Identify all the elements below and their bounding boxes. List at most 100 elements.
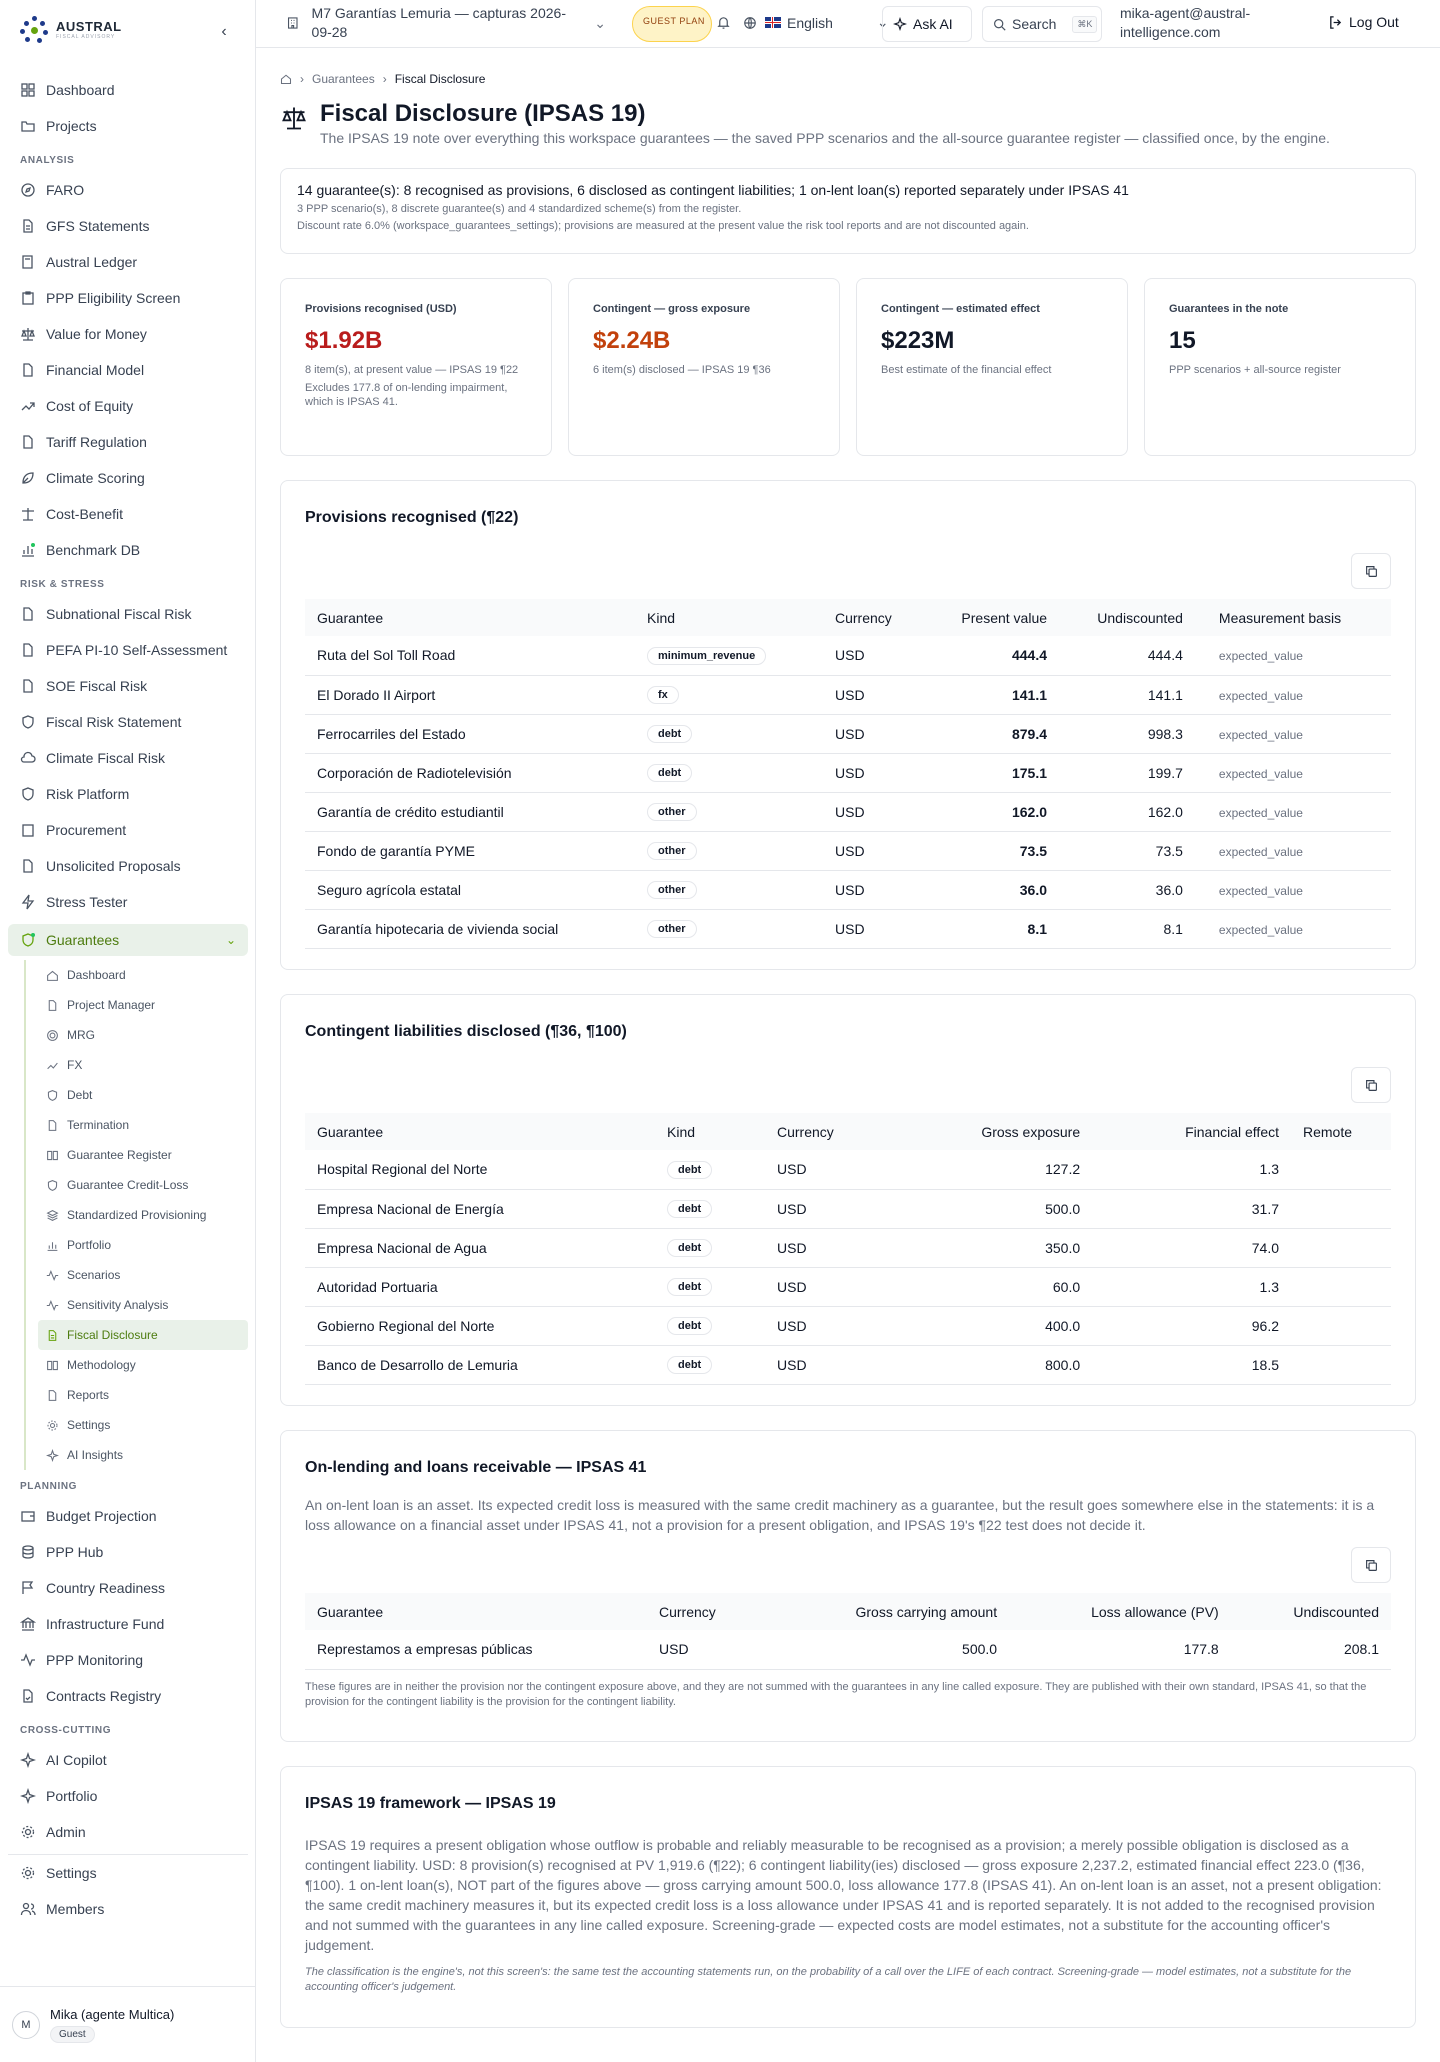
column-header[interactable]: Currency [765, 1113, 885, 1150]
column-header[interactable]: Kind [655, 1113, 765, 1150]
ask-ai-button[interactable]: Ask AI [882, 6, 972, 42]
column-header[interactable]: Measurement basis [1194, 599, 1391, 636]
sidebar-item-admin[interactable]: Admin [0, 1814, 256, 1850]
sidebar-subitem-methodology[interactable]: Methodology [26, 1350, 256, 1380]
sidebar-subitem-fiscal-disclosure[interactable]: Fiscal Disclosure [38, 1320, 248, 1350]
sidebar-item-dashboard[interactable]: Dashboard [0, 72, 256, 108]
column-header[interactable]: Kind [635, 599, 823, 636]
brand-logo[interactable]: AUSTRAL FISCAL ADVISORY [20, 16, 122, 44]
table-row[interactable]: Garantía hipotecaria de vivienda social o… [305, 909, 1391, 949]
table-row[interactable]: El Dorado II Airport fx USD 141.1 141.1 expec… [305, 675, 1391, 715]
column-header[interactable]: Financial effect [1092, 1113, 1291, 1150]
sidebar-item-tariff-regulation[interactable]: Tariff Regulation [0, 424, 256, 460]
sidebar-subitem-portfolio[interactable]: Portfolio [26, 1230, 256, 1260]
sidebar-item-soe-fiscal-risk[interactable]: SOE Fiscal Risk [0, 668, 256, 704]
table-row[interactable]: Banco de Desarrollo de Lemuria debt USD 800… [305, 1345, 1391, 1385]
table-row[interactable]: Seguro agrícola estatal other USD 36.0 36.0 e… [305, 870, 1391, 910]
sidebar-subitem-dashboard[interactable]: Dashboard [26, 960, 256, 990]
sidebar-item-contracts-registry[interactable]: Contracts Registry [0, 1678, 256, 1714]
sidebar-item-subnational-fiscal-risk[interactable]: Subnational Fiscal Risk [0, 596, 256, 632]
sidebar-item-unsolicited-proposals[interactable]: Unsolicited Proposals [0, 848, 256, 884]
sidebar-item-budget-projection[interactable]: Budget Projection [0, 1498, 256, 1534]
sidebar-item-portfolio[interactable]: Portfolio [0, 1778, 256, 1814]
sidebar-subitem-debt[interactable]: Debt [26, 1080, 256, 1110]
sidebar-item-infrastructure-fund[interactable]: Infrastructure Fund [0, 1606, 256, 1642]
sidebar-item-fiscal-risk-statement[interactable]: Fiscal Risk Statement [0, 704, 256, 740]
sidebar-item-benchmark-db[interactable]: Benchmark DB [0, 532, 256, 568]
sidebar-item-ppp-hub[interactable]: PPP Hub [0, 1534, 256, 1570]
column-header[interactable]: Guarantee [305, 599, 635, 636]
column-header[interactable]: Gross exposure [885, 1113, 1093, 1150]
sidebar-subitem-mrg[interactable]: MRG [26, 1020, 256, 1050]
workspace-selector[interactable]: M7 Garantías Lemuria — capturas 2026-09-… [286, 4, 606, 42]
sidebar-item-gfs-statements[interactable]: GFS Statements [0, 208, 256, 244]
language-selector[interactable]: English ⌄ [743, 14, 889, 31]
notifications-button[interactable] [716, 15, 731, 30]
sidebar-item-pefa[interactable]: PEFA PI-10 Self-Assessment [0, 632, 256, 668]
sidebar-item-settings[interactable]: Settings [0, 1855, 256, 1891]
column-header[interactable]: Currency [823, 599, 924, 636]
sidebar-item-cost-benefit[interactable]: Cost-Benefit [0, 496, 256, 532]
copy-table-button[interactable] [1351, 1067, 1391, 1103]
sidebar-subitem-credit-loss[interactable]: Guarantee Credit-Loss [26, 1170, 256, 1200]
sidebar-item-guarantees[interactable]: Guarantees ⌄ [8, 924, 248, 956]
copy-table-button[interactable] [1351, 1547, 1391, 1583]
sidebar-subitem-guarantee-register[interactable]: Guarantee Register [26, 1140, 256, 1170]
sidebar-subitem-ai-insights[interactable]: AI Insights [26, 1440, 256, 1470]
sidebar-item-cost-of-equity[interactable]: Cost of Equity [0, 388, 256, 424]
sidebar-item-financial-model[interactable]: Financial Model [0, 352, 256, 388]
breadcrumb-link-guarantees[interactable]: Guarantees [312, 72, 375, 86]
table-row[interactable]: Corporación de Radiotelevisión debt USD 175… [305, 753, 1391, 793]
section-title: On-lending and loans receivable — IPSAS … [305, 1459, 647, 1476]
table-row[interactable]: Empresa Nacional de Energía debt USD 500.0 3… [305, 1189, 1391, 1229]
home-icon[interactable] [280, 73, 292, 85]
logout-button[interactable]: Log Out [1328, 14, 1399, 30]
table-row[interactable]: Fondo de garantía PYME other USD 73.5 73.5 ex… [305, 831, 1391, 871]
sidebar-subitem-fx[interactable]: FX [26, 1050, 256, 1080]
column-header[interactable]: Remote [1291, 1113, 1391, 1150]
table-row[interactable]: Empresa Nacional de Agua debt USD 350.0 74.0 [305, 1228, 1391, 1268]
sidebar-item-ai-copilot[interactable]: AI Copilot [0, 1742, 256, 1778]
search-button[interactable]: Search ⌘K [982, 6, 1102, 42]
basis-cell: expected_value [1194, 753, 1391, 793]
table-row[interactable]: Hospital Regional del Norte debt USD 127.2 1… [305, 1150, 1391, 1190]
table-row[interactable]: Ruta del Sol Toll Road minimum_revenue USD… [305, 636, 1391, 676]
column-header[interactable]: Gross carrying amount [767, 1593, 1010, 1630]
sidebar-subitem-sensitivity[interactable]: Sensitivity Analysis [26, 1290, 256, 1320]
sidebar-item-procurement[interactable]: Procurement [0, 812, 256, 848]
column-header[interactable]: Loss allowance (PV) [1009, 1593, 1231, 1630]
sidebar-item-climate-scoring[interactable]: Climate Scoring [0, 460, 256, 496]
sidebar-item-risk-platform[interactable]: Risk Platform [0, 776, 256, 812]
sidebar-item-value-for-money[interactable]: Value for Money [0, 316, 256, 352]
sidebar-subitem-termination[interactable]: Termination [26, 1110, 256, 1140]
sidebar-item-faro[interactable]: FARO [0, 172, 256, 208]
column-header[interactable]: Guarantee [305, 1113, 655, 1150]
sidebar-item-members[interactable]: Members [0, 1891, 256, 1927]
column-header[interactable]: Present value [923, 599, 1060, 636]
sidebar-item-stress-tester[interactable]: Stress Tester [0, 884, 256, 920]
table-row[interactable]: Ferrocarriles del Estado debt USD 879.4 998.… [305, 714, 1391, 754]
column-header[interactable]: Guarantee [305, 1593, 647, 1630]
sidebar-item-austral-ledger[interactable]: Austral Ledger [0, 244, 256, 280]
sidebar-subitem-project-manager[interactable]: Project Manager [26, 990, 256, 1020]
column-header[interactable]: Undiscounted [1059, 599, 1195, 636]
sidebar-item-country-readiness[interactable]: Country Readiness [0, 1570, 256, 1606]
sidebar-item-climate-fiscal-risk[interactable]: Climate Fiscal Risk [0, 740, 256, 776]
sidebar-item-projects[interactable]: Projects [0, 108, 256, 144]
sidebar-subitem-scenarios[interactable]: Scenarios [26, 1260, 256, 1290]
table-row[interactable]: Gobierno Regional del Norte debt USD 400.0 9… [305, 1306, 1391, 1346]
kind-badge: debt [647, 725, 693, 743]
table-row[interactable]: Garantía de crédito estudiantil other USD 1… [305, 792, 1391, 832]
column-header[interactable]: Currency [647, 1593, 767, 1630]
copy-table-button[interactable] [1351, 553, 1391, 589]
sidebar-subitem-settings[interactable]: Settings [26, 1410, 256, 1440]
user-profile[interactable]: M Mika (agente Multica) Guest [0, 1986, 256, 2062]
table-row[interactable]: Represtamos a empresas públicas USD 500.0 1… [305, 1630, 1391, 1670]
column-header[interactable]: Undiscounted [1230, 1593, 1391, 1630]
table-row[interactable]: Autoridad Portuaria debt USD 60.0 1.3 [305, 1267, 1391, 1307]
collapse-sidebar-button[interactable]: ‹ [212, 20, 236, 44]
sidebar-subitem-reports[interactable]: Reports [26, 1380, 256, 1410]
sidebar-item-ppp-monitoring[interactable]: PPP Monitoring [0, 1642, 256, 1678]
sidebar-subitem-standardized-provisioning[interactable]: Standardized Provisioning [26, 1200, 256, 1230]
sidebar-item-ppp-eligibility[interactable]: PPP Eligibility Screen [0, 280, 256, 316]
